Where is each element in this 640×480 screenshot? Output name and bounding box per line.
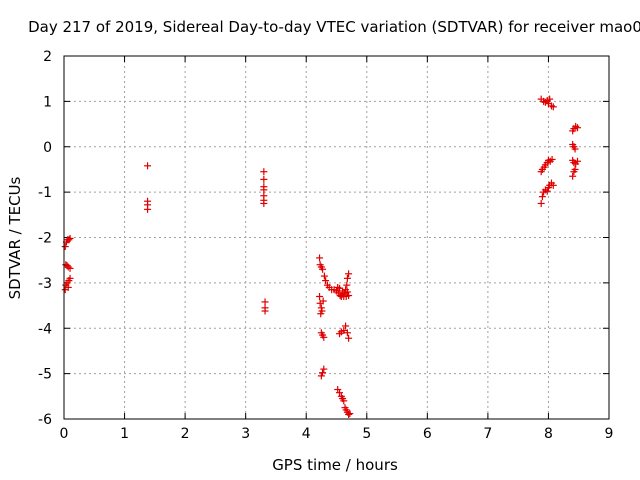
x-tick-label: 3 — [241, 426, 250, 442]
data-point — [574, 157, 582, 165]
data-point — [345, 270, 353, 278]
plot-frame — [63, 55, 610, 420]
data-point — [343, 281, 351, 289]
data-point — [339, 287, 347, 295]
data-point — [342, 322, 350, 330]
data-point — [261, 298, 269, 306]
data-point — [66, 234, 74, 242]
data-point — [571, 145, 579, 153]
data-point — [260, 186, 268, 194]
x-tick-label: 1 — [120, 426, 129, 442]
y-tick-label: -4 — [38, 321, 52, 337]
y-tick-label: 1 — [43, 94, 52, 110]
data-point — [546, 95, 554, 103]
data-point — [65, 236, 73, 244]
data-markers — [61, 95, 582, 418]
data-point — [320, 272, 328, 280]
data-point — [336, 330, 344, 338]
tick-labels: 0 1 2 3 4 5 6 7 8 9 2 1 0 -1 -2 -3 -4 -5 -6 — [38, 49, 613, 442]
y-tick-label: -5 — [38, 367, 52, 383]
y-tick-label: -2 — [38, 231, 52, 247]
data-point — [317, 372, 325, 380]
data-point — [345, 410, 353, 418]
x-tick-label: 8 — [544, 426, 553, 442]
y-tick-label: -3 — [38, 276, 52, 292]
data-point — [319, 369, 327, 377]
data-point — [343, 329, 351, 337]
data-point — [144, 205, 152, 213]
x-tick-label: 2 — [181, 426, 190, 442]
data-point — [66, 274, 74, 282]
data-point — [343, 288, 351, 296]
data-point — [61, 243, 69, 251]
data-point — [538, 193, 546, 201]
chart-title: Day 217 of 2019, Sidereal Day-to-day VTE… — [28, 18, 640, 36]
data-point — [261, 307, 269, 315]
grid-lines — [63, 55, 610, 420]
data-point — [317, 304, 325, 312]
data-point — [319, 297, 327, 305]
data-point — [569, 172, 577, 180]
x-tick-label: 7 — [483, 426, 492, 442]
data-point — [345, 292, 353, 300]
x-tick-label: 5 — [362, 426, 371, 442]
y-tick-label: 2 — [43, 49, 52, 65]
data-point — [322, 277, 330, 285]
data-point — [320, 365, 328, 373]
data-point — [346, 410, 354, 418]
y-axis-label: SDTVAR / TECUs — [6, 176, 24, 299]
y-tick-label: -6 — [38, 412, 52, 428]
data-point — [66, 264, 74, 272]
data-point — [316, 292, 324, 300]
data-point — [549, 103, 557, 111]
data-point — [260, 199, 268, 207]
x-tick-label: 4 — [302, 426, 311, 442]
data-point — [144, 162, 152, 170]
x-tick-label: 0 — [60, 426, 69, 442]
data-point — [64, 283, 72, 291]
x-axis-label: GPS time / hours — [272, 456, 398, 474]
data-point — [340, 327, 348, 335]
y-tick-label: 0 — [43, 140, 52, 156]
data-point — [549, 181, 557, 189]
data-point — [316, 254, 324, 262]
data-point — [574, 124, 582, 132]
x-tick-label: 6 — [423, 426, 432, 442]
data-point — [336, 389, 344, 397]
data-point — [537, 199, 545, 207]
y-tick-label: -1 — [38, 185, 52, 201]
data-point — [318, 307, 326, 315]
data-point — [340, 397, 348, 405]
data-point — [334, 386, 342, 394]
data-point — [548, 155, 556, 163]
data-point — [343, 274, 351, 282]
data-point — [571, 165, 579, 173]
data-point — [543, 187, 551, 195]
data-point — [345, 334, 353, 342]
data-point — [260, 175, 268, 183]
data-point — [260, 168, 268, 176]
data-point — [320, 333, 328, 341]
data-point — [319, 265, 327, 273]
x-tick-label: 9 — [605, 426, 614, 442]
